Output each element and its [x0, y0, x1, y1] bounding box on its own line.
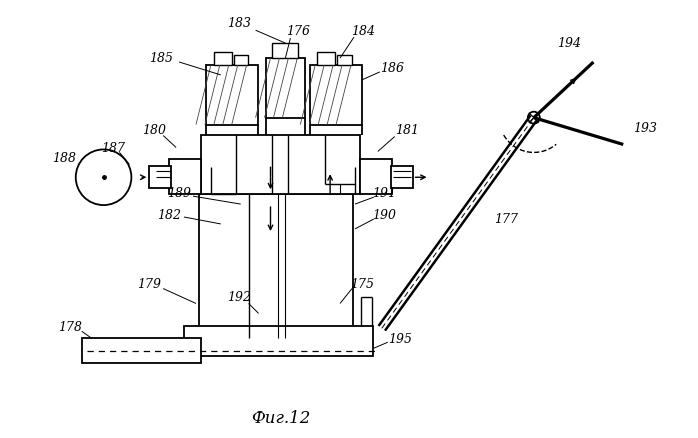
Text: 183: 183 [227, 17, 251, 30]
Text: 175: 175 [350, 277, 374, 290]
Text: 182: 182 [157, 208, 181, 221]
Text: 184: 184 [351, 25, 375, 38]
Text: 191: 191 [372, 186, 396, 199]
Bar [214, 53, 232, 66]
Bar [234, 56, 248, 66]
Text: 180: 180 [142, 124, 166, 137]
Bar [206, 66, 258, 125]
Bar [82, 339, 201, 363]
Text: 177: 177 [494, 213, 518, 226]
Bar [272, 44, 298, 59]
Text: 178: 178 [58, 320, 82, 333]
Text: 188: 188 [52, 152, 76, 165]
Bar [265, 59, 305, 118]
Bar [337, 56, 352, 66]
Text: 194: 194 [557, 36, 581, 49]
Bar [169, 160, 201, 195]
Text: 176: 176 [286, 25, 311, 38]
Bar [201, 135, 360, 195]
Text: 189: 189 [167, 186, 191, 199]
Bar [184, 327, 373, 356]
Text: 187: 187 [101, 141, 126, 155]
Bar [310, 66, 362, 125]
Text: 186: 186 [380, 62, 404, 75]
Text: 190: 190 [372, 208, 396, 221]
Text: Фиг.12: Фиг.12 [251, 409, 310, 426]
Bar [149, 167, 171, 189]
Bar [360, 160, 392, 195]
Bar [391, 167, 413, 189]
Bar [317, 53, 335, 66]
Text: 195: 195 [388, 332, 412, 345]
Text: 192: 192 [227, 290, 251, 303]
Text: 181: 181 [394, 124, 419, 137]
Text: 179: 179 [138, 277, 161, 290]
Text: 193: 193 [633, 122, 658, 135]
Bar [199, 195, 353, 339]
Text: 185: 185 [149, 51, 173, 64]
